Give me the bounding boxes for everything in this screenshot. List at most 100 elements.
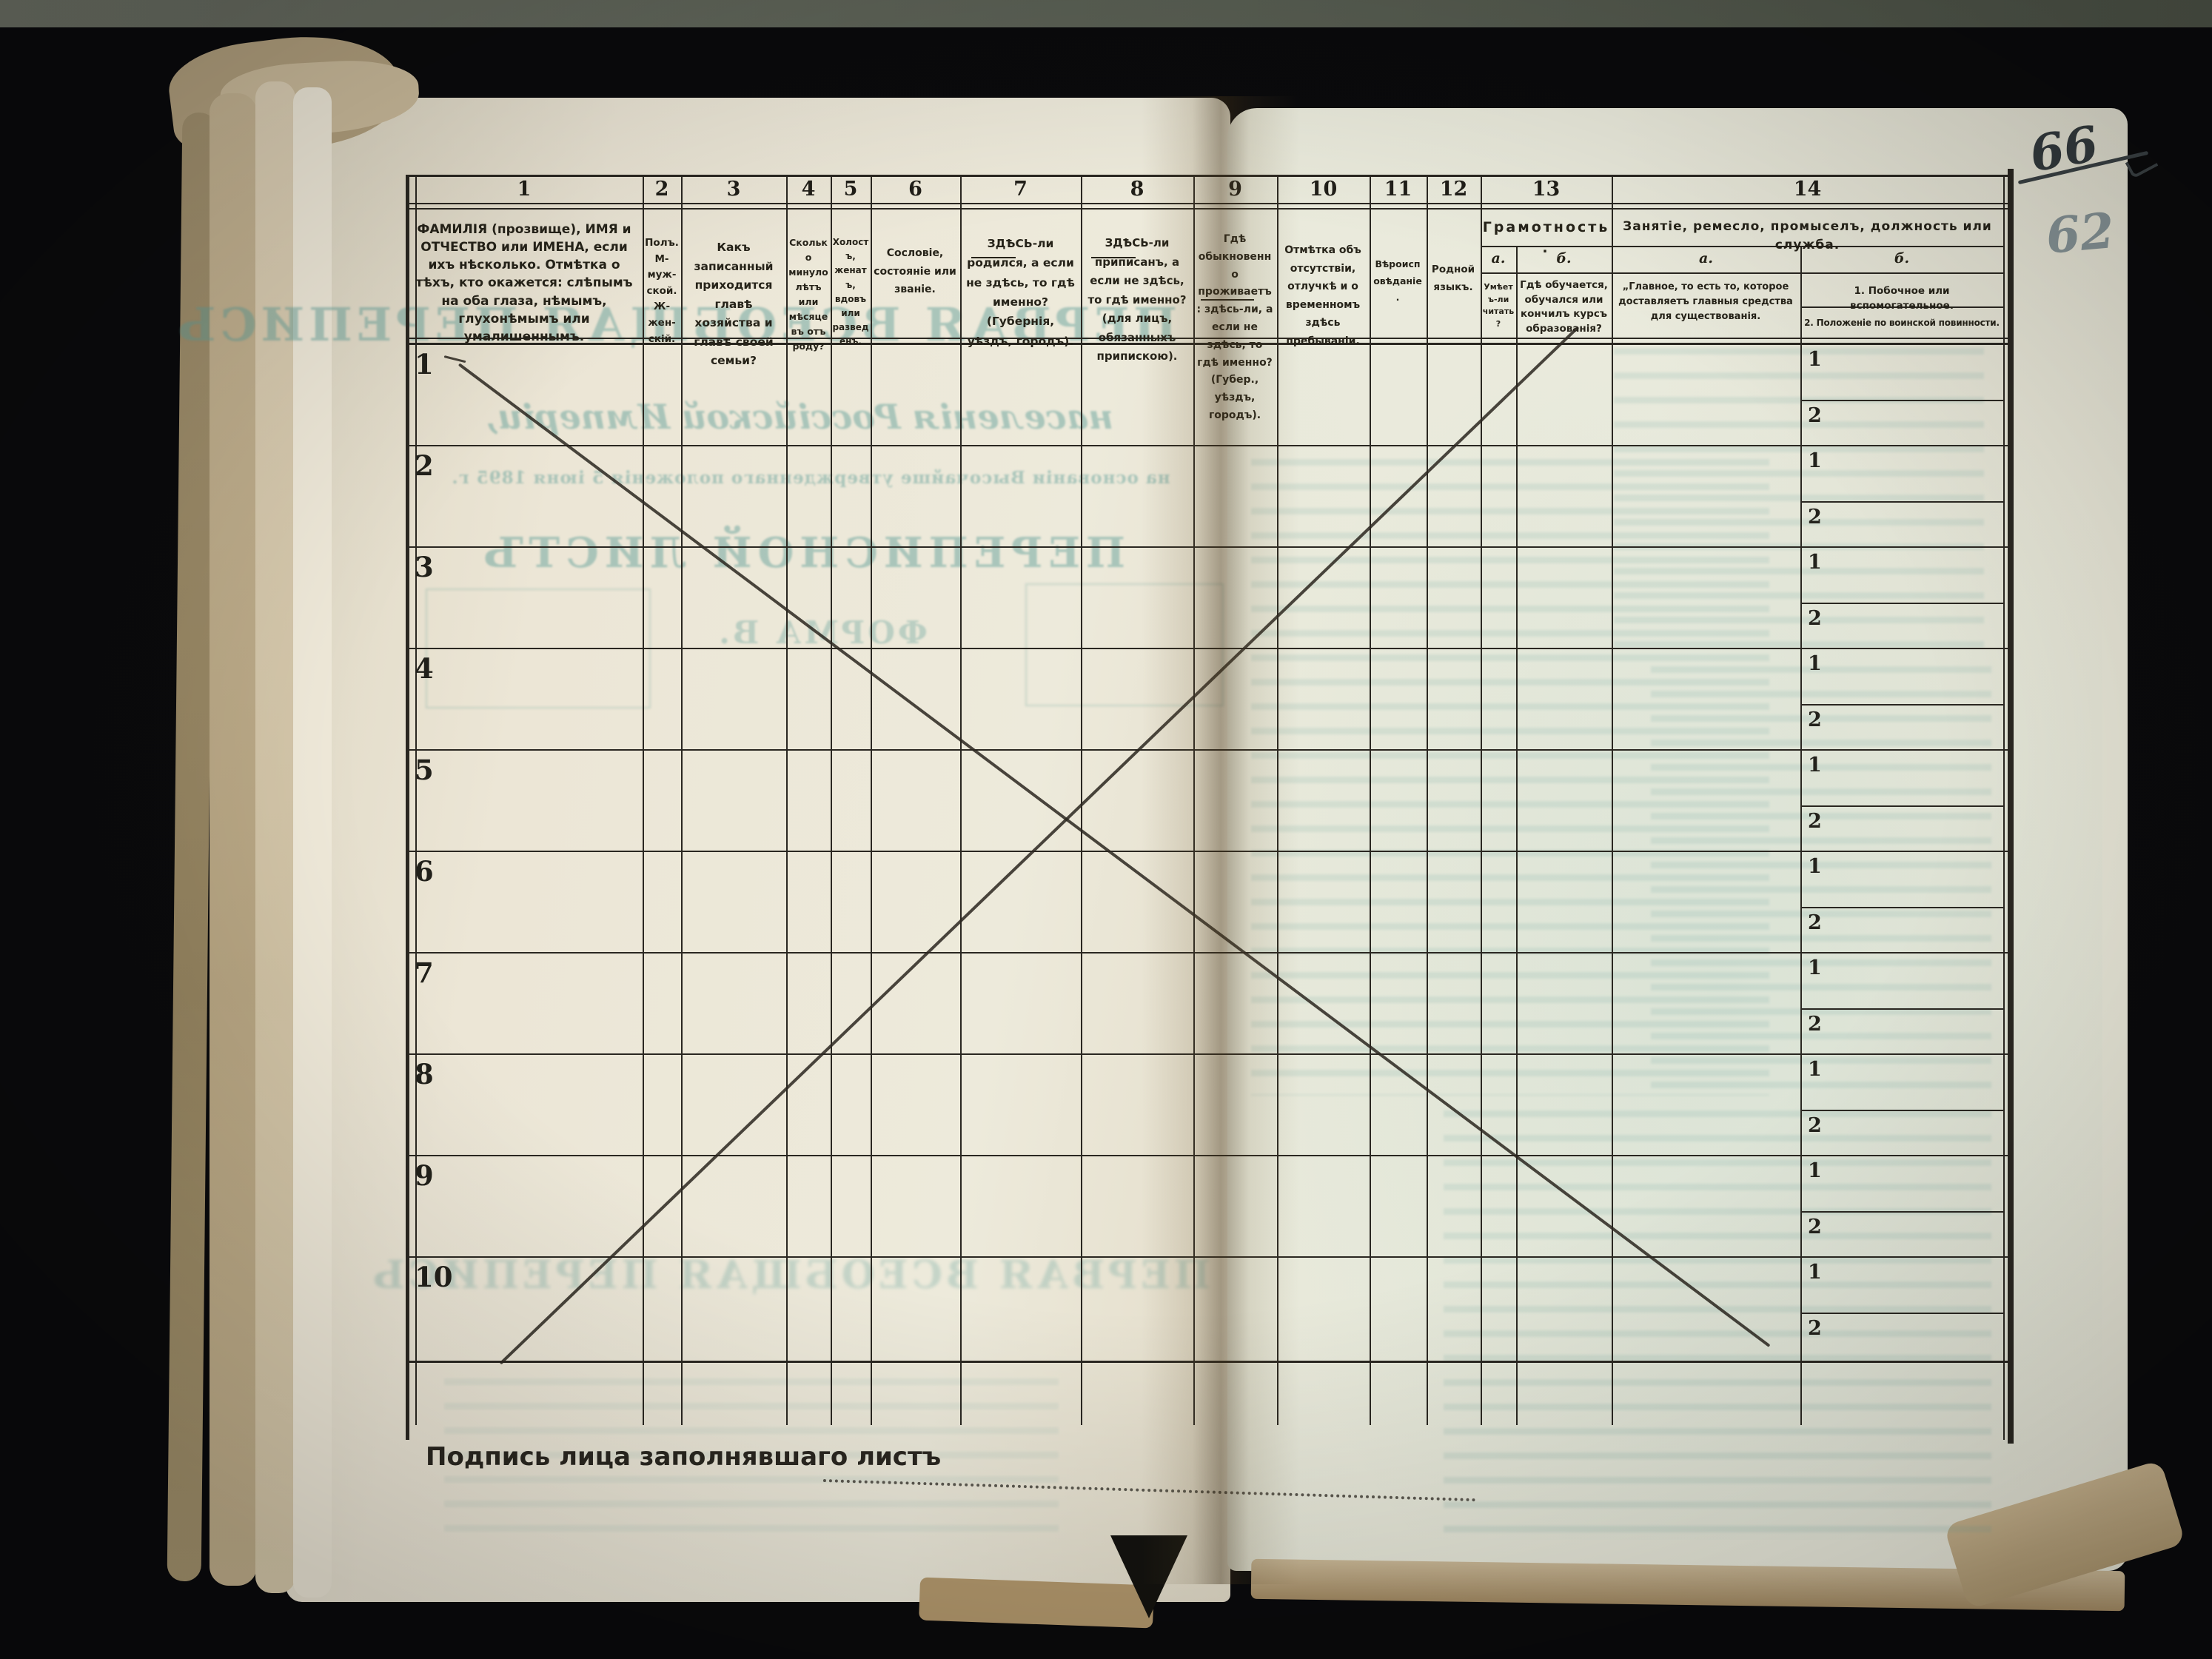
table-rule xyxy=(2003,175,2005,1440)
col-header-name: ФАМИЛІЯ (прозвище), ИМЯ и ОТЧЕСТВО или И… xyxy=(415,222,633,344)
table-rule xyxy=(406,1053,2008,1055)
table-rule xyxy=(406,546,2008,548)
row-number: 7 xyxy=(415,956,434,989)
table-rule xyxy=(1800,400,2003,401)
subrow-label-main: 1 xyxy=(1808,754,1822,777)
row-number: 1 xyxy=(415,348,434,381)
col-number-13: 13 xyxy=(1532,178,1561,201)
bleedthrough-box xyxy=(1025,583,1224,706)
table-rule xyxy=(1612,175,1613,1425)
table-rule xyxy=(406,1256,2008,1258)
table-rule xyxy=(406,851,2008,852)
bleedthrough-paragraphs xyxy=(1651,666,1991,1096)
col14-title-occupation: Занятіе, ремесло, промыселъ, должность и… xyxy=(1623,219,1992,252)
table-rule xyxy=(1800,1211,2003,1213)
right-page xyxy=(1227,108,2128,1571)
col14-sub-b2-text: 2. Положеніе по воинской повинности. xyxy=(1804,318,2000,328)
col-number-1: 1 xyxy=(517,178,532,201)
row-number: 6 xyxy=(415,855,434,888)
torn-page-stub xyxy=(210,93,257,1586)
table-rule xyxy=(1370,175,1371,1425)
table-surface-strip xyxy=(0,0,2212,27)
subrow-label-military: 2 xyxy=(1808,607,1822,630)
table-rule xyxy=(1516,246,1518,1425)
row-number: 9 xyxy=(415,1159,434,1192)
row-number: 2 xyxy=(415,449,434,482)
col13-sub-a-text: Умѣетъ-ли читать? xyxy=(1482,282,1515,329)
table-rule xyxy=(1481,272,2003,274)
left-page xyxy=(286,98,1230,1602)
subrow-label-main: 1 xyxy=(1808,1058,1822,1081)
torn-page-stub xyxy=(255,81,295,1593)
table-rule xyxy=(1481,175,1482,1425)
subrow-label-main: 1 xyxy=(1808,1261,1822,1284)
subrow-label-main: 1 xyxy=(1808,348,1822,371)
col-header-sex: Полъ. М-муж-ской. Ж-жен-скій. xyxy=(645,237,679,345)
col-number-2: 2 xyxy=(654,178,669,201)
col-number-5: 5 xyxy=(843,178,858,201)
table-rule xyxy=(406,1361,2008,1363)
table-rule xyxy=(1800,246,1802,1425)
col-header-birthplace: ЗДѢСЬ-ли родился, а если не здѣсь, то гд… xyxy=(966,237,1075,348)
table-rule xyxy=(831,175,832,1425)
table-rule xyxy=(406,445,2008,446)
table-rule xyxy=(406,648,2008,649)
table-rule xyxy=(960,175,962,1425)
table-rule xyxy=(406,175,2008,177)
table-rule xyxy=(2008,169,2014,1444)
row-number: 4 xyxy=(415,652,434,685)
subrow-label-military: 2 xyxy=(1808,506,1822,529)
subrow-label-military: 2 xyxy=(1808,1317,1822,1340)
col-number-8: 8 xyxy=(1130,178,1144,201)
bleedthrough-sheet-title: ПЕРЕПИСНОЙ ЛИСТЪ xyxy=(477,529,1125,577)
col13-title-literacy: Грамотность. xyxy=(1482,219,1610,256)
table-rule xyxy=(1481,246,2003,247)
table-rule xyxy=(1800,704,2003,706)
table-rule xyxy=(1277,175,1278,1425)
bleedthrough-paragraphs xyxy=(1251,459,1769,1096)
table-rule xyxy=(1800,805,2003,807)
row-number: 10 xyxy=(415,1261,453,1293)
table-rule xyxy=(406,175,409,1440)
subrow-label-military: 2 xyxy=(1808,1114,1822,1137)
col-number-3: 3 xyxy=(726,178,741,201)
bleedthrough-paragraphs xyxy=(444,1378,1059,1549)
col14-sub-a-text: „Главное, то есть то, которое доставляет… xyxy=(1618,281,1793,323)
subrow-label-military: 2 xyxy=(1808,911,1822,934)
table-rule xyxy=(1081,175,1082,1425)
col13-sub-b-label: б. xyxy=(1556,250,1572,267)
col14-sub-b-label: б. xyxy=(1894,250,1910,267)
subrow-label-military: 2 xyxy=(1808,708,1822,731)
col14-sub-a-label: а. xyxy=(1699,250,1713,267)
folio-number-current: 62 xyxy=(2043,201,2117,265)
row-number: 8 xyxy=(415,1058,434,1090)
table-rule xyxy=(1800,501,2003,503)
col-number-6: 6 xyxy=(908,178,922,201)
table-rule xyxy=(1800,1110,2003,1111)
col-header-age: Сколько минуло лѣтъ или мѣсяцевъ отъ род… xyxy=(788,237,828,352)
subrow-label-main: 1 xyxy=(1808,449,1822,472)
bleedthrough-subtitle: населенія Россійской Имперіи, xyxy=(486,397,1113,437)
table-rule xyxy=(406,749,2008,751)
col13-sub-b-text: Гдѣ обучается, обучался или кончилъ курс… xyxy=(1520,279,1608,335)
subrow-label-main: 1 xyxy=(1808,652,1822,675)
bleedthrough-bottom-title: ПЕРВАЯ ВСЕОБЩАЯ ПЕРЕПИСЬ xyxy=(369,1253,1210,1298)
subrow-label-military: 2 xyxy=(1808,404,1822,427)
col-header-residence: Гдѣ обыкновенно проживаетъ: здѣсь-ли, а … xyxy=(1196,233,1273,421)
col-number-7: 7 xyxy=(1013,178,1028,201)
right-page-cyan-wash xyxy=(1259,311,2102,1540)
col-number-11: 11 xyxy=(1384,178,1412,201)
subrow-label-main: 1 xyxy=(1808,1159,1822,1182)
col-header-estate: Сословіе, состояніе или званіе. xyxy=(874,247,956,295)
col-header-registered: ЗДѢСЬ-ли приписанъ, а если не здѣсь, то … xyxy=(1087,236,1187,363)
table-rule xyxy=(1800,907,2003,908)
subrow-label-military: 2 xyxy=(1808,810,1822,833)
subrow-label-main: 1 xyxy=(1808,855,1822,878)
table-rule xyxy=(681,175,683,1425)
col13-sub-a-label: а. xyxy=(1491,250,1506,267)
table-rule xyxy=(1800,1313,2003,1314)
table-rule xyxy=(406,1155,2008,1156)
signature-label: Подпись лица заполнявшаго листъ xyxy=(426,1442,942,1472)
table-rule xyxy=(1800,603,2003,604)
